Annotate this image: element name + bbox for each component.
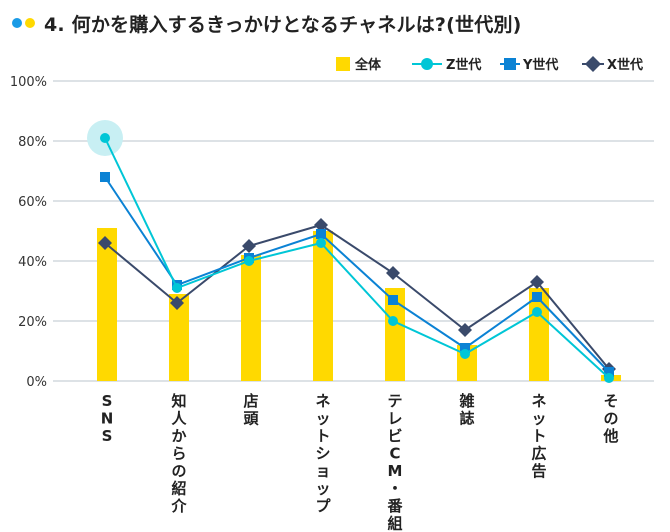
gridlines xyxy=(53,80,654,382)
x-tick-label: 店頭 xyxy=(243,392,259,428)
legend-circle-icon xyxy=(421,58,433,70)
title-dot-yellow-icon xyxy=(25,18,35,28)
x-tick-char: 広 xyxy=(531,445,546,463)
marker-Z世代-8 xyxy=(604,373,614,383)
x-tick-char: 頭 xyxy=(243,410,259,428)
x-tick-char: 紹 xyxy=(171,480,186,498)
x-tick-char: ト xyxy=(531,427,546,445)
marker-Z世代-6 xyxy=(460,349,470,359)
marker-X世代-5 xyxy=(386,266,400,280)
x-tick-char: 組 xyxy=(387,515,402,532)
x-tick-label: 雑誌 xyxy=(458,392,474,428)
x-tick-char: ッ xyxy=(315,410,330,428)
x-tick-char: ョ xyxy=(315,462,330,480)
title-dot-blue-icon xyxy=(12,18,22,28)
y-tick-label: 20% xyxy=(18,315,47,330)
series-lines xyxy=(87,120,616,383)
legend-label: Y世代 xyxy=(522,57,558,73)
marker-X世代-3 xyxy=(242,239,256,253)
marker-Z世代-4 xyxy=(316,238,326,248)
x-tick-char: そ xyxy=(603,392,618,410)
x-tick-char: 誌 xyxy=(459,410,474,428)
x-tick-char: レ xyxy=(387,410,402,428)
bar-1 xyxy=(97,228,117,381)
marker-Z世代-7 xyxy=(532,307,542,317)
y-axis-ticks: 0% 20% 40% 60% 80% 100% xyxy=(10,75,47,390)
bar-3 xyxy=(241,255,261,381)
marker-Y世代-8 xyxy=(604,367,614,377)
x-tick-char: ネ xyxy=(531,392,546,410)
marker-Z世代-2 xyxy=(172,283,182,293)
marker-X世代-7 xyxy=(530,275,544,289)
x-tick-char: の xyxy=(603,410,618,428)
x-tick-char: S xyxy=(102,392,113,410)
bar-5 xyxy=(385,288,405,381)
legend-square-icon xyxy=(504,58,516,70)
x-tick-char: ネ xyxy=(315,392,330,410)
x-tick-label: その他 xyxy=(602,392,618,445)
x-tick-char: C xyxy=(389,445,400,463)
x-tick-char: 人 xyxy=(171,410,187,428)
legend-label: 全体 xyxy=(354,57,382,73)
x-tick-char: ト xyxy=(315,427,330,445)
y-tick-label: 100% xyxy=(10,75,47,90)
marker-Z世代-5 xyxy=(388,316,398,326)
x-tick-char: N xyxy=(101,410,114,428)
marker-X世代-6 xyxy=(458,323,472,337)
x-tick-char: 介 xyxy=(170,497,187,515)
bar-4 xyxy=(313,231,333,381)
line-X世代 xyxy=(104,223,610,370)
x-tick-char: 番 xyxy=(386,497,403,515)
x-tick-char: S xyxy=(102,427,113,445)
x-tick-char: 知 xyxy=(171,392,186,410)
x-tick-char: 他 xyxy=(602,427,618,445)
x-tick-char: ら xyxy=(171,445,186,463)
marker-Y世代-7 xyxy=(532,292,542,302)
x-tick-char: か xyxy=(171,427,186,445)
legend-label: X世代 xyxy=(607,57,643,73)
marker-Z世代-3 xyxy=(244,256,254,266)
legend: 全体 Z世代 Y世代 X世代 xyxy=(336,56,643,73)
legend-diamond-icon xyxy=(585,56,601,72)
chart-title-row: 4. 何かを購入するきっかけとなるチャネルは?(世代別) xyxy=(12,8,522,38)
x-tick-char: ッ xyxy=(531,410,546,428)
y-tick-label: 40% xyxy=(18,255,47,270)
marker-Y世代-5 xyxy=(388,295,398,305)
x-tick-char: ・ xyxy=(387,480,402,498)
x-tick-char: テ xyxy=(387,392,402,410)
x-tick-char: 店 xyxy=(243,392,258,410)
line-Y世代 xyxy=(104,176,610,373)
x-tick-char: の xyxy=(171,462,186,480)
x-tick-char: ッ xyxy=(315,480,330,498)
y-tick-label: 80% xyxy=(18,135,47,150)
x-tick-label: SNS xyxy=(101,392,114,445)
marker-X世代-1 xyxy=(98,236,112,250)
marker-Y世代-1 xyxy=(100,172,110,182)
bars xyxy=(97,228,621,381)
marker-Y世代-6 xyxy=(460,343,470,353)
x-tick-char: プ xyxy=(315,497,331,515)
x-tick-char: ビ xyxy=(387,427,402,445)
x-tick-char: シ xyxy=(315,445,330,463)
legend-swatch-all xyxy=(336,57,350,71)
chart-title: 4. 何かを購入するきっかけとなるチャネルは?(世代別) xyxy=(44,13,522,36)
x-tick-char: 雑 xyxy=(458,392,474,410)
x-tick-char: M xyxy=(388,462,403,480)
y-tick-label: 60% xyxy=(18,195,47,210)
line-Z世代 xyxy=(104,137,610,379)
bar-2 xyxy=(169,294,189,381)
marker-X世代-2 xyxy=(170,296,184,310)
x-tick-char: 告 xyxy=(531,462,546,480)
marker-Y世代-4 xyxy=(316,229,326,239)
legend-label: Z世代 xyxy=(446,57,481,73)
y-tick-label: 0% xyxy=(26,375,47,390)
marker-X世代-4 xyxy=(314,218,328,232)
marker-Z世代-1 xyxy=(100,133,110,143)
